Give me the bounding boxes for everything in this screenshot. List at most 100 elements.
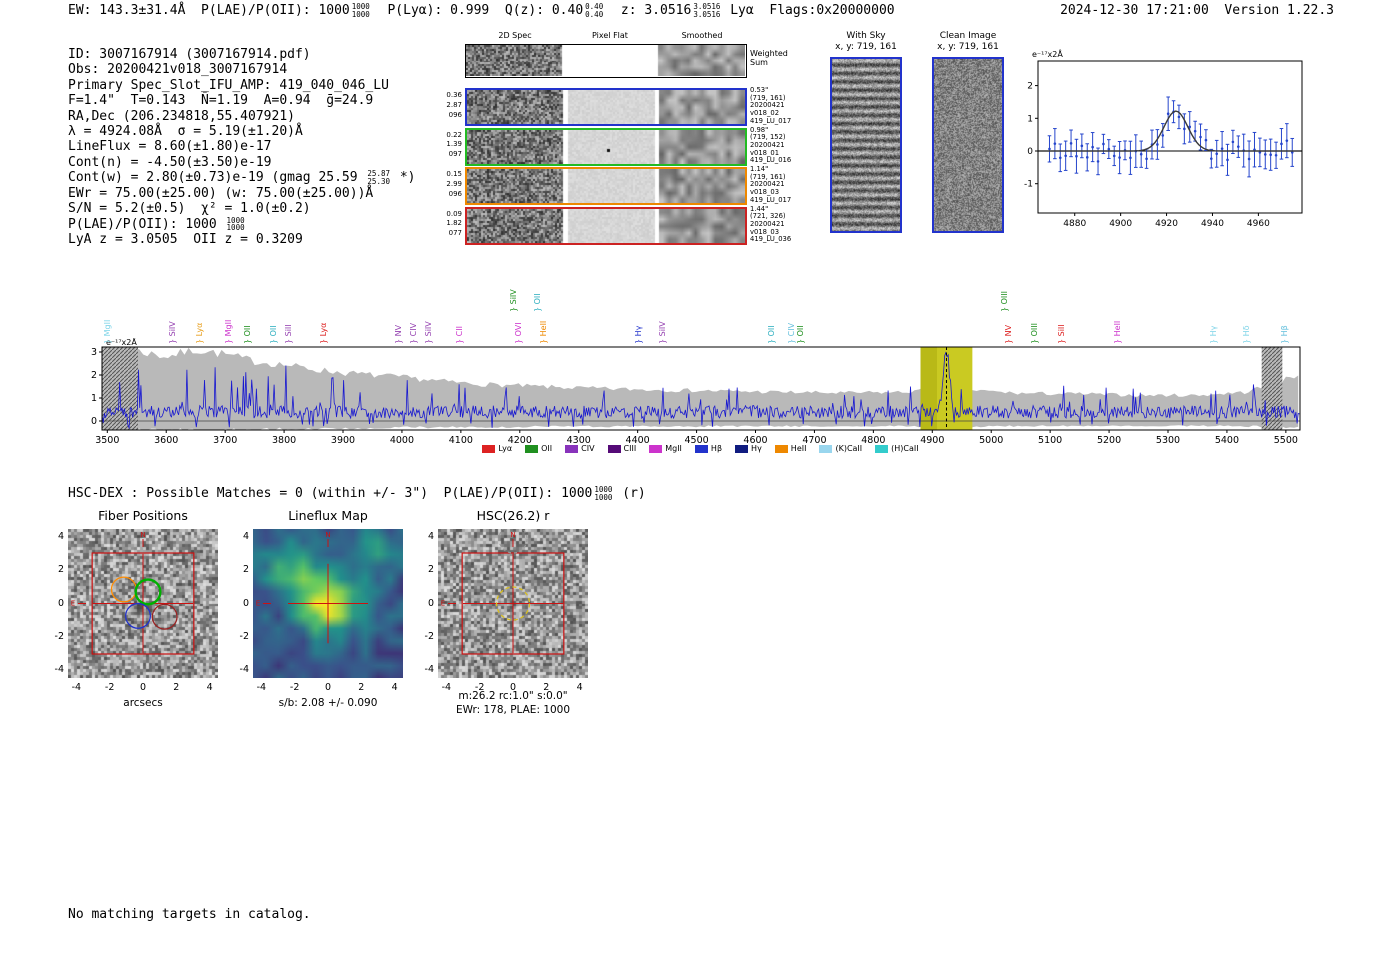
header-text: z: 3.0516	[605, 3, 692, 18]
spectrum-x-tick-label: 4000	[390, 435, 414, 446]
cutout-x-tick-label: -4	[256, 682, 267, 693]
fit-data-point	[1058, 156, 1062, 160]
fit-data-point	[1247, 157, 1251, 161]
fit-data-point	[1107, 147, 1111, 151]
info-text: Primary Spec_Slot_IFU_AMP: 419_040_046_L…	[68, 77, 389, 93]
info-line: P(LAE)/P(OII): 1000 1000 1000	[68, 216, 415, 233]
fit-data-point	[1269, 153, 1272, 157]
info-line: Cont(n) = -4.50(±3.50)e-19	[68, 155, 415, 170]
header-text: P(Lyα): 0.999 Q(z): 0.40	[371, 3, 584, 18]
emission-line-label: } OIII	[1029, 322, 1039, 344]
header-summary-line: EW: 143.3±31.4Å P(LAE)/P(OII): 1000 1000 1…	[68, 3, 895, 19]
emission-line-label: } NV	[394, 324, 404, 344]
fit-data-point	[1112, 154, 1116, 158]
cutout-y-tick-label: 4	[427, 531, 434, 543]
legend-label: Lyα	[498, 444, 513, 453]
legend-swatch	[774, 444, 788, 453]
cutout-x-tick-label: -4	[441, 682, 452, 693]
with-sky-title: With Sky x, y: 719, 161	[820, 31, 912, 53]
cutout-y-tick-label: -2	[239, 630, 249, 642]
cutout-y-tick-label: 4	[57, 531, 64, 543]
fit-data-point	[1166, 112, 1170, 116]
fit-y-tick-label: 2	[1027, 82, 1033, 92]
cutout-x-tick-label: 0	[139, 682, 147, 693]
spectrum-x-tick-label: 3700	[213, 435, 237, 446]
spectrum-ylabel: e⁻¹⁷x2Å	[106, 338, 137, 347]
info-text: P(LAE)/P(OII): 1000	[68, 216, 225, 232]
info-line: LyA z = 3.0505 OII z = 0.3209	[68, 232, 415, 247]
spec2d-column-title-smoothed: Smoothed	[681, 31, 723, 40]
emission-line-label: } OII	[242, 325, 252, 344]
cutout-x-tick-label: 0	[509, 682, 517, 693]
emission-line-label: } Hγ	[633, 325, 643, 344]
legend-item: HeII	[774, 444, 806, 453]
cutout-title: HSC(26.2) r	[476, 508, 550, 523]
spectrum-x-tick-label: 4800	[861, 435, 885, 446]
spectrum-y-tick-label: 3	[91, 347, 97, 358]
clean-image-panel	[932, 57, 1004, 233]
legend-label: Hγ	[751, 444, 762, 453]
emission-line-label: } SiII	[1056, 324, 1066, 344]
info-text: LyA z = 3.0505 OII z = 0.3209	[68, 232, 303, 248]
hsc-caption-2: EWr: 178, PLAE: 1000	[455, 704, 571, 716]
fit-plot-border	[1037, 60, 1303, 214]
spec2d-weighted-sum-image	[466, 45, 745, 76]
emission-line-label: } CIV	[786, 322, 796, 344]
hsc-text: (r)	[614, 486, 646, 501]
fit-data-point	[1139, 152, 1143, 156]
cutout-x-tick-label: 4	[391, 682, 398, 693]
info-text: Obs: 20200421v018_3007167914	[68, 62, 288, 78]
fiber-circle	[125, 602, 151, 629]
fit-data-point	[1156, 143, 1159, 146]
fit-data-point	[1183, 127, 1186, 131]
spectrum-x-tick-label: 4900	[920, 435, 944, 446]
spec2d-fiber-row	[465, 127, 747, 166]
fit-ylabel: e⁻¹⁷x2Å	[1032, 48, 1063, 59]
cutout-y-tick-label: 2	[427, 564, 434, 576]
spectrum-plot: 3500 3600 3700 3800 3900 4000 4100 4200 4300 4400…	[91, 338, 1301, 446]
cutout-x-tick-label: 2	[543, 682, 550, 693]
spectrum-x-tick-label: 5500	[1274, 435, 1298, 446]
cutout-x-tick-label: -4	[71, 682, 82, 693]
fit-data-point	[1231, 140, 1235, 144]
cutout-x-tick-label: -2	[289, 682, 300, 693]
fit-data-point	[1075, 154, 1078, 158]
emission-line-label: } CII	[454, 326, 464, 344]
noise-envelope	[102, 347, 1299, 430]
spectrum-x-tick-label: 3600	[154, 435, 178, 446]
info-line: λ = 4924.08Å σ = 5.19(±1.20)Å	[68, 124, 415, 139]
fit-x-tick-label: 4900	[1109, 219, 1132, 229]
fit-gaussian-curve	[1038, 110, 1302, 152]
with-sky-title-text: With Sky	[846, 31, 886, 41]
fit-data-point	[1161, 134, 1165, 137]
emission-line-label: } HeII	[1112, 320, 1122, 344]
fit-data-point	[1193, 129, 1197, 133]
legend-swatch	[694, 444, 708, 453]
spectrum-legend: Lyα OII CIV CIII MgII Hβ Hγ HeII (K)CaII (H)CaII	[88, 444, 1313, 453]
fit-data-point	[1290, 151, 1294, 154]
cutout-x-tick-label: 2	[358, 682, 365, 693]
spec2d-row-left-label: 0.22 1.39 097	[446, 130, 462, 159]
spec2d-row-left-label: 0.15 2.99 096	[446, 170, 462, 198]
spec2d-fiber-row	[465, 206, 747, 245]
spectrum-x-tick-label: 4700	[802, 435, 826, 446]
cutout-title: Fiber Positions	[98, 508, 188, 523]
fit-y-tick-label: -1	[1024, 180, 1033, 190]
info-line: ID: 3007167914 (3007167914.pdf)	[68, 47, 415, 62]
emission-line-label: } OII	[796, 325, 806, 344]
detection-info-block: ID: 3007167914 (3007167914.pdf) Obs: 2020…	[68, 47, 415, 247]
cutout-y-tick-label: 0	[427, 597, 434, 609]
cutout-y-tick-label: 2	[57, 564, 64, 576]
lineflux-caption: s/b: 2.08 +/- 0.090	[278, 697, 378, 709]
aperture-circle	[495, 586, 531, 621]
info-text: λ = 4924.08Å σ = 5.19(±1.20)Å	[68, 124, 303, 140]
cutout-x-tick-label: 2	[173, 682, 180, 693]
spectrum-x-tick-label: 3900	[331, 435, 355, 446]
spec2d-row-right-label: 1.14" (719, 161) 20200421 v018_03 419_LU_017	[750, 165, 792, 204]
fit-data-point	[1064, 154, 1067, 158]
spectrum-y-tick-label: 2	[91, 370, 97, 381]
cutout-y-tick-label: -4	[239, 663, 249, 675]
legend-label: CIII	[623, 444, 637, 453]
spec2d-row-right-label: 0.53" (719, 161) 20200421 v018_02 419_LU_017	[750, 86, 792, 125]
